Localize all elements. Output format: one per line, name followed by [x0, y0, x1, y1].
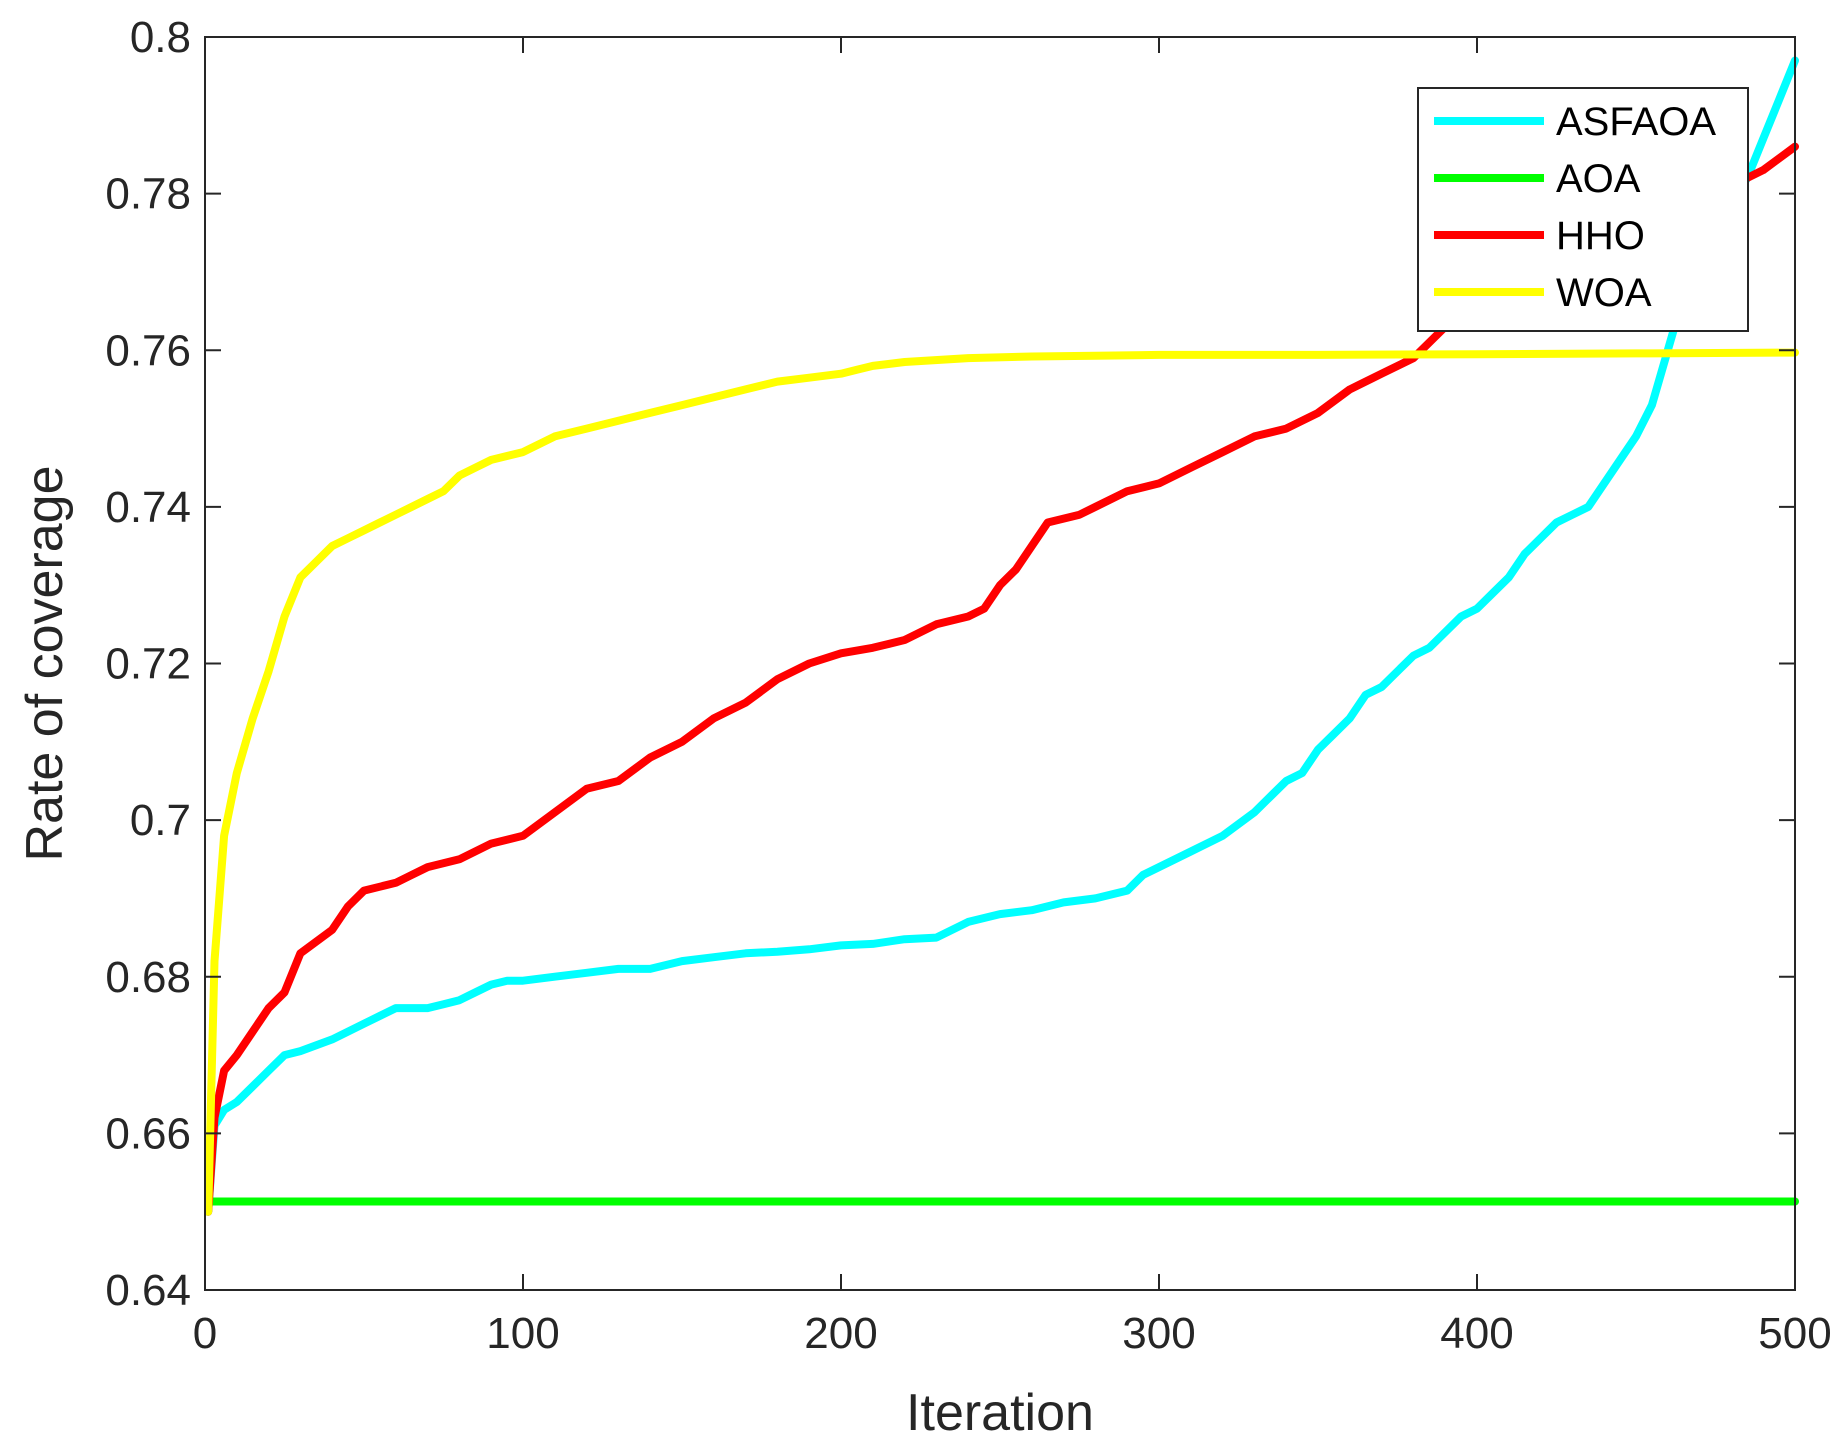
legend-label-aoa: AOA — [1556, 157, 1641, 201]
y-axis-label: Rate of coverage — [16, 465, 74, 861]
x-tick-label: 300 — [1122, 1309, 1195, 1358]
x-tick-label: 100 — [486, 1309, 559, 1358]
y-tick-label: 0.66 — [105, 1109, 191, 1158]
x-tick-label: 0 — [193, 1309, 217, 1358]
y-tick-label: 0.76 — [105, 326, 191, 375]
y-tick-label: 0.74 — [105, 483, 191, 532]
series-line-asfaoa — [204, 56, 1799, 1216]
y-tick-label: 0.78 — [105, 170, 191, 219]
series-line-woa — [204, 348, 1799, 1216]
y-tick-label: 0.7 — [130, 796, 191, 845]
y-tick-label: 0.8 — [130, 13, 191, 62]
legend-label-hho: HHO — [1556, 214, 1645, 258]
legend-label-asfaoa: ASFAOA — [1556, 100, 1716, 144]
y-tick-label: 0.64 — [105, 1266, 191, 1315]
y-tick-label: 0.72 — [105, 640, 191, 689]
x-tick-label: 500 — [1758, 1309, 1831, 1358]
legend-label-woa: WOA — [1556, 271, 1652, 315]
x-tick-label: 400 — [1440, 1309, 1513, 1358]
x-axis-label: Iteration — [906, 1384, 1094, 1442]
y-tick-label: 0.68 — [105, 953, 191, 1002]
x-tick-label: 200 — [804, 1309, 877, 1358]
legend: ASFAOA AOA HHO WOA — [1417, 87, 1749, 332]
axes-layer: 0 100 200 300 400 500 0.64 0.66 0.68 0.7 0.72 0.74 0… — [105, 13, 1831, 1358]
